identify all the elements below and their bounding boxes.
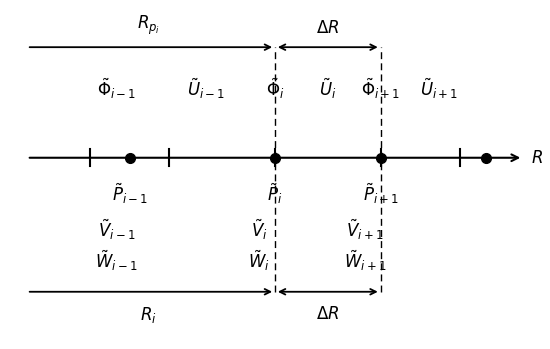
- Text: $R_{p_i}$: $R_{p_i}$: [137, 14, 160, 37]
- Text: $\tilde{P}_{i+1}$: $\tilde{P}_{i+1}$: [362, 181, 399, 206]
- Text: $R_i$: $R_i$: [140, 305, 157, 325]
- Text: $\Delta R$: $\Delta R$: [316, 305, 339, 323]
- Text: $\tilde{U}_i$: $\tilde{U}_i$: [319, 76, 337, 101]
- Text: $\tilde{\Phi}_i$: $\tilde{\Phi}_i$: [266, 76, 284, 101]
- Text: $\tilde{U}_{i-1}$: $\tilde{U}_{i-1}$: [187, 76, 225, 101]
- Text: $\tilde{\Phi}_{i-1}$: $\tilde{\Phi}_{i-1}$: [97, 76, 136, 101]
- Text: $\tilde{W}_{i+1}$: $\tilde{W}_{i+1}$: [344, 248, 386, 273]
- Text: $\tilde{V}_i$: $\tilde{V}_i$: [251, 218, 267, 242]
- Text: $\tilde{W}_i$: $\tilde{W}_i$: [248, 248, 270, 273]
- Text: $\Delta R$: $\Delta R$: [316, 19, 339, 37]
- Text: $\tilde{V}_{i+1}$: $\tilde{V}_{i+1}$: [346, 218, 383, 242]
- Text: $\tilde{V}_{i-1}$: $\tilde{V}_{i-1}$: [98, 218, 135, 242]
- Text: $\tilde{P}_{i-1}$: $\tilde{P}_{i-1}$: [112, 181, 148, 206]
- Text: $\tilde{W}_{i-1}$: $\tilde{W}_{i-1}$: [95, 248, 138, 273]
- Text: $\tilde{\Phi}_{i+1}$: $\tilde{\Phi}_{i+1}$: [361, 76, 400, 101]
- Text: $\tilde{U}_{i+1}$: $\tilde{U}_{i+1}$: [420, 76, 458, 101]
- Text: $\tilde{P}_i$: $\tilde{P}_i$: [267, 181, 283, 206]
- Text: $R$: $R$: [531, 149, 543, 167]
